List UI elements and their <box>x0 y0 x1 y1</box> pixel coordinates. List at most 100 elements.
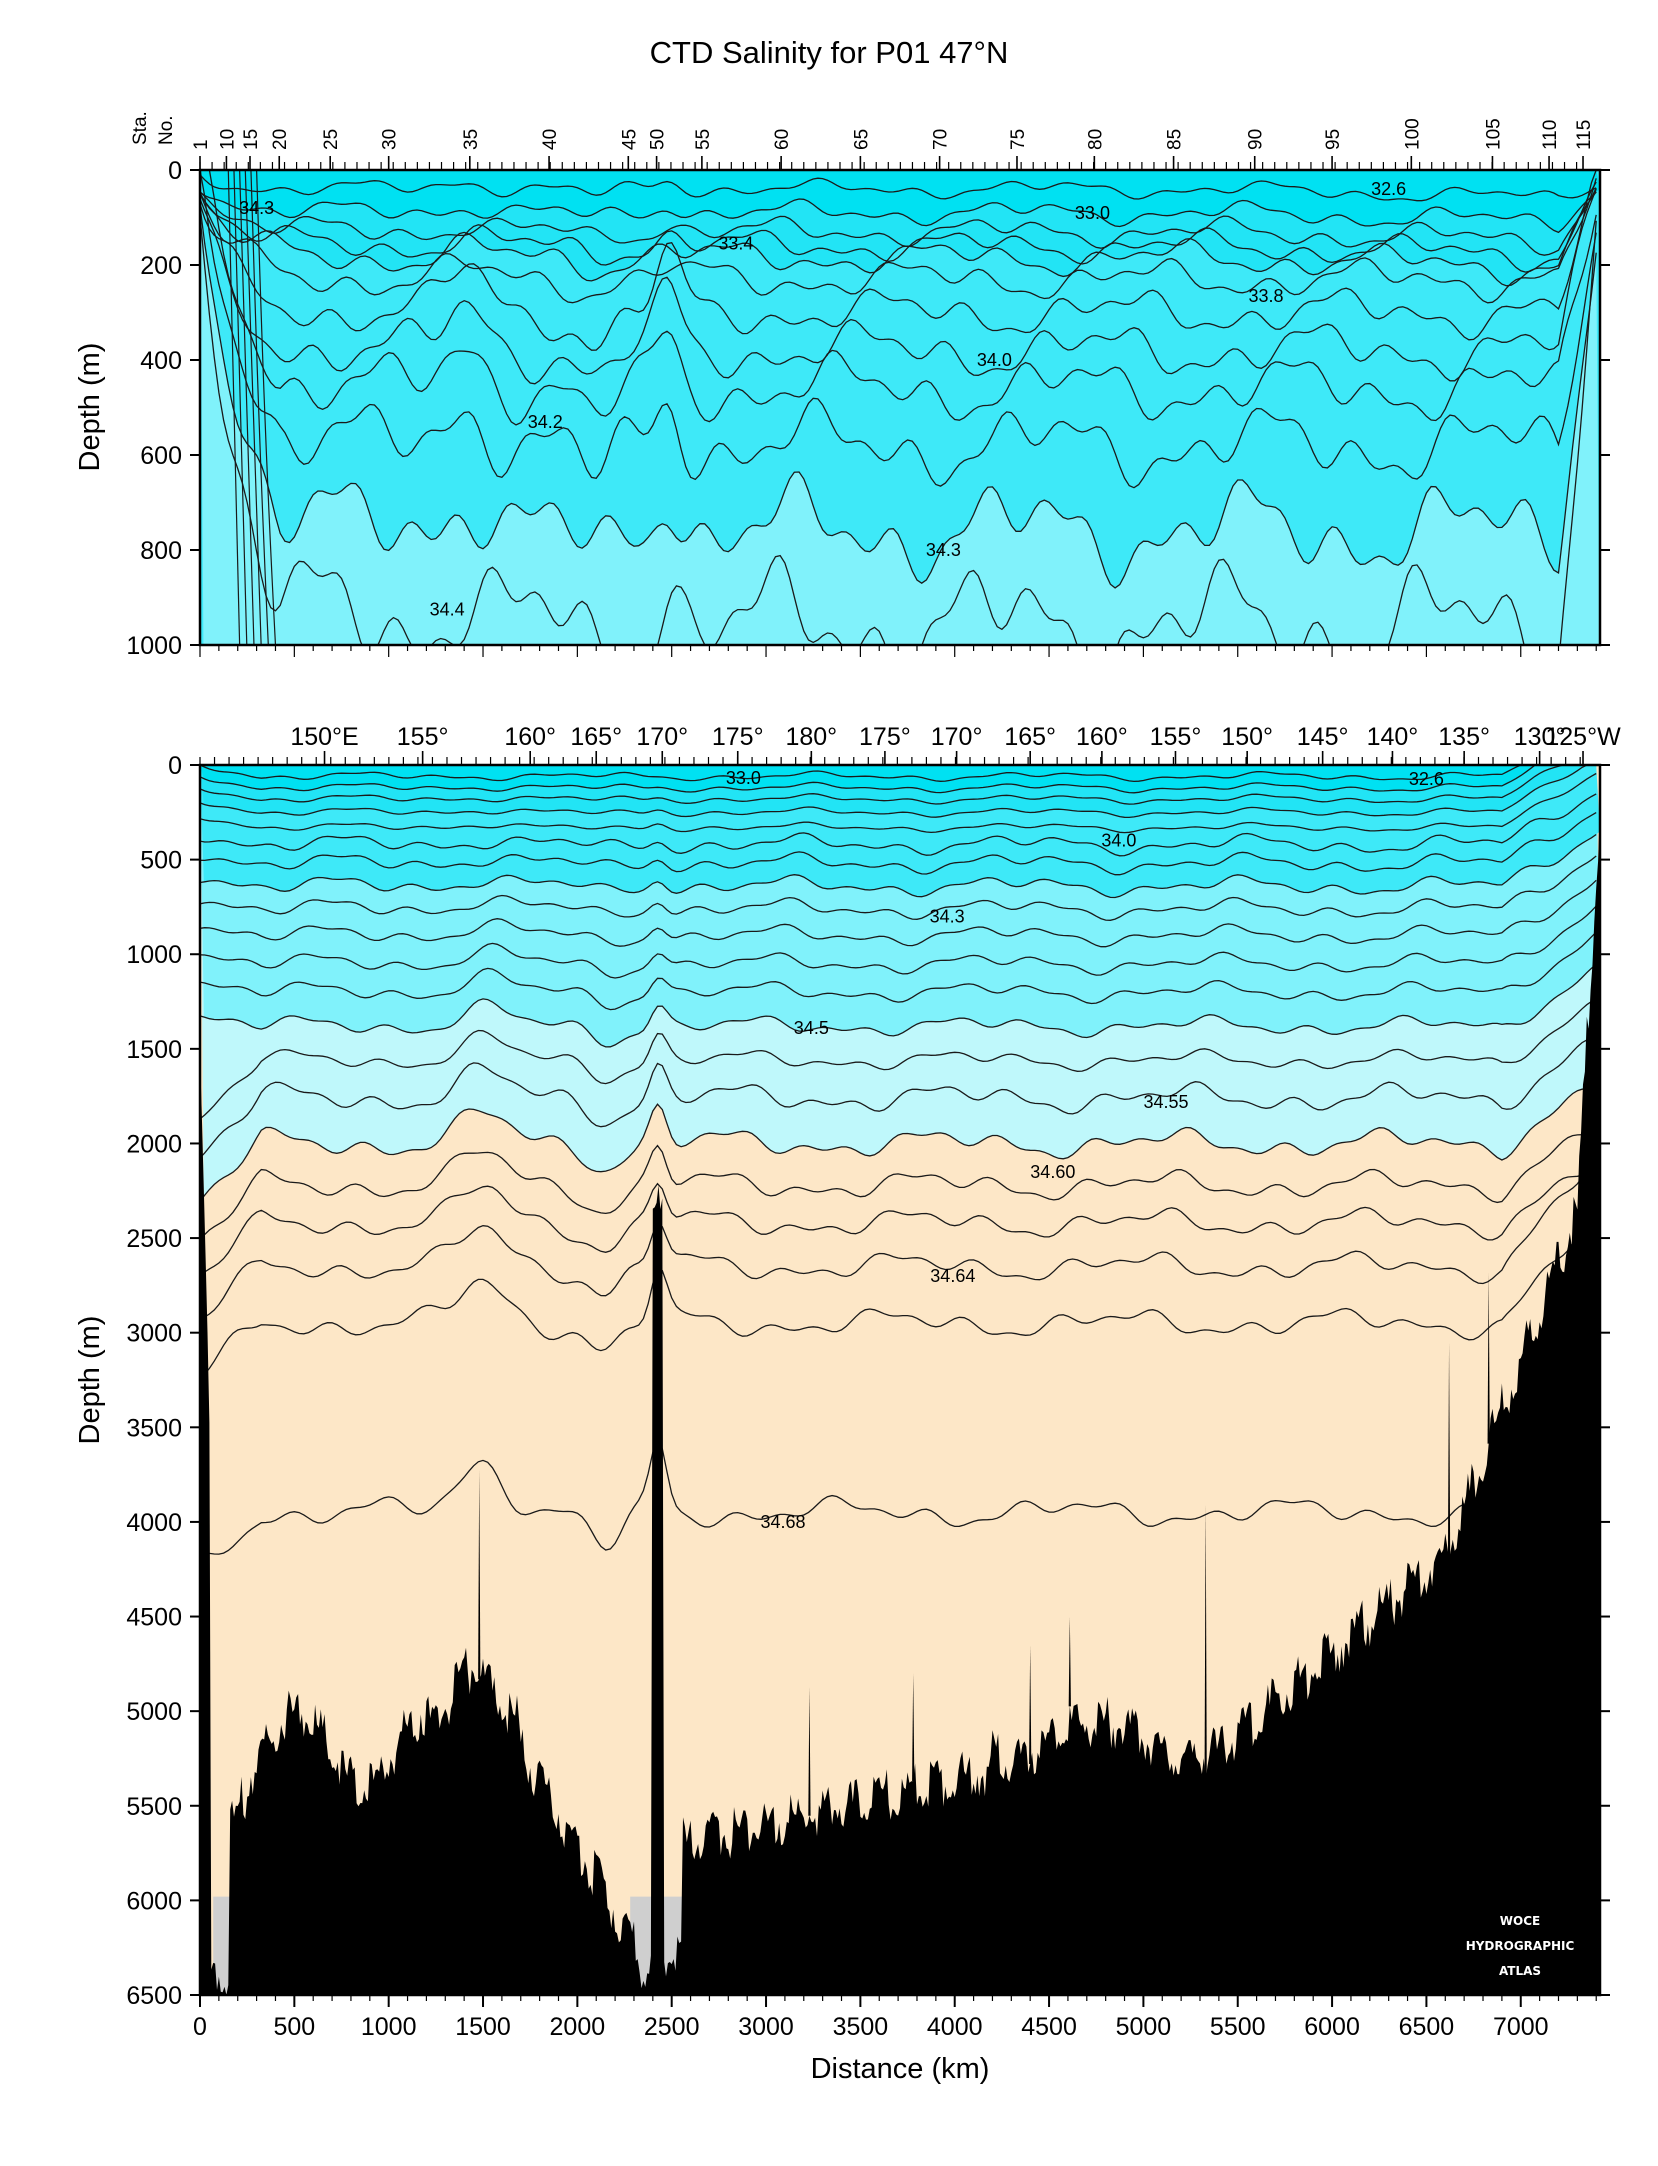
lower-x-ticks: 0 500 1000 1500 2000 2500 3000 3500 4000 4500 5000… <box>193 1995 1597 2041</box>
longitude-ticks: 150°E 155° 160° 165° 170° 175° 180° 175° 170° 165… <box>199 723 1621 765</box>
seamount-spike-0 <box>478 1468 481 1680</box>
lower-ytick-label-2: 1000 <box>126 941 182 969</box>
upper-contour-0 <box>200 174 1597 202</box>
upper-contour-lines <box>200 170 1597 645</box>
seamount-spike-2 <box>1068 1616 1071 1707</box>
upper-contour-3 <box>200 181 1597 273</box>
station-label-2: 15 <box>241 129 262 150</box>
lower-y-ticks: 0 500 1000 1500 2000 2500 3000 3500 4000 4500 5000… <box>126 752 1610 2010</box>
station-label-4: 25 <box>321 129 342 150</box>
longitude-label-15: 135° <box>1438 723 1490 751</box>
upper-front-line-2 <box>239 170 255 645</box>
lower-xtick-label-4: 2000 <box>550 2013 606 2041</box>
lower-contour-7 <box>200 833 1597 899</box>
contour-label-5: 34.0 <box>977 350 1012 370</box>
seamount-spike-7 <box>912 1673 915 1782</box>
lower-ytick-label-12: 6000 <box>126 1887 182 1915</box>
upper-contour-6 <box>200 170 1597 351</box>
contour-label-1: 32.6 <box>1409 769 1444 789</box>
contour-label-1: 32.6 <box>1371 179 1406 199</box>
station-number-ticks: 1 10 15 20 25 30 35 40 45 50 55 60 65 70 75 80 85 90 95 100… <box>191 118 1595 170</box>
lower-xtick-label-9: 4500 <box>1021 2013 1077 2041</box>
lower-contour-15 <box>200 1087 1597 1202</box>
lower-contour-9 <box>200 879 1597 948</box>
upper-contour-8 <box>200 170 1597 426</box>
lower-contour-2 <box>200 765 1597 805</box>
lower-contour-3 <box>200 765 1597 819</box>
lower-xtick-label-3: 1500 <box>455 2013 511 2041</box>
longitude-label-0: 150°E <box>290 723 358 751</box>
longitude-label-7: 175° <box>859 723 911 751</box>
seamount-spike-1 <box>1029 1644 1032 1764</box>
upper-contour-2 <box>200 187 1597 256</box>
contour-label-3: 34.3 <box>930 906 965 926</box>
station-label-6: 35 <box>461 129 482 150</box>
upper-band-lt-33 <box>200 170 1600 233</box>
contour-label-4: 33.8 <box>1249 286 1284 306</box>
station-label-sta: Sta. <box>130 111 151 145</box>
upper-front-line-3 <box>244 170 262 645</box>
longitude-label-3: 165° <box>570 723 622 751</box>
upper-contour-4 <box>200 191 1597 287</box>
station-label-7: 40 <box>540 129 561 150</box>
station-label-12: 65 <box>851 129 872 150</box>
station-label-18: 95 <box>1323 129 1344 150</box>
chart-title: CTD Salinity for P01 47°N <box>650 35 1009 70</box>
station-label-11: 60 <box>772 129 793 150</box>
lower-xtick-label-12: 6000 <box>1304 2013 1360 2041</box>
upper-y-axis-label: Depth (m) <box>74 343 106 472</box>
station-label-8: 45 <box>619 129 640 150</box>
lower-ytick-label-1: 500 <box>140 847 182 875</box>
upper-ytick-label-2: 400 <box>140 347 182 375</box>
station-label-1: 10 <box>217 129 238 150</box>
woce-logo: WOCE HYDROGRAPHIC ATLAS <box>1466 1914 1575 1978</box>
lower-xtick-label-2: 1000 <box>361 2013 417 2041</box>
logo-line-3: ATLAS <box>1499 1964 1541 1978</box>
lower-contour-12 <box>200 964 1597 1048</box>
lower-contour-1 <box>200 765 1597 794</box>
lower-contour-5 <box>200 793 1597 857</box>
longitude-label-10: 160° <box>1076 723 1128 751</box>
station-label-9: 50 <box>648 129 669 150</box>
x-axis-label: Distance (km) <box>811 2053 990 2085</box>
upper-ytick-label-5: 1000 <box>126 632 182 660</box>
upper-ytick-label-1: 200 <box>140 252 182 280</box>
lower-panel: 0500100015002000250030003500400045005000… <box>74 723 1621 2085</box>
upper-contour-7 <box>200 188 1597 385</box>
station-label-22: 115 <box>1574 120 1595 150</box>
lower-ytick-label-6: 3000 <box>126 1320 182 1348</box>
lower-contour-13 <box>200 998 1597 1120</box>
logo-line-2: HYDROGRAPHIC <box>1466 1939 1575 1953</box>
contour-label-6: 34.60 <box>1030 1162 1075 1182</box>
contour-label-2: 34.0 <box>1101 831 1136 851</box>
station-label-13: 70 <box>931 129 952 150</box>
upper-front-line-5 <box>256 170 277 645</box>
contour-label-7: 34.3 <box>926 540 961 560</box>
contour-label-4: 34.5 <box>794 1018 829 1038</box>
station-label-15: 80 <box>1085 129 1106 150</box>
station-label-3: 20 <box>270 129 291 150</box>
data-gap-left <box>213 1896 233 1995</box>
lower-contour-17 <box>200 1162 1597 1277</box>
station-label-19: 100 <box>1402 118 1423 150</box>
lower-contour-lines <box>200 765 1597 1556</box>
longitude-label-16: 130° <box>1514 723 1566 751</box>
lower-contour-19 <box>200 1205 1597 1379</box>
lower-xtick-label-1: 500 <box>273 2013 315 2041</box>
longitude-label-17: 125°W <box>1545 723 1621 751</box>
longitude-label-6: 180° <box>785 723 837 751</box>
lower-ytick-label-7: 3500 <box>126 1414 182 1442</box>
lower-ytick-label-9: 4500 <box>126 1604 182 1632</box>
seamount-spike-3 <box>1204 1503 1207 1780</box>
upper-contour-1 <box>200 191 1597 234</box>
contour-label-5: 34.55 <box>1144 1092 1189 1112</box>
longitude-label-4: 170° <box>636 723 688 751</box>
upper-contour-5 <box>200 178 1597 304</box>
station-label-no: No. <box>156 115 177 145</box>
lower-contour-14 <box>200 1037 1597 1159</box>
lower-ytick-label-8: 4000 <box>126 1509 182 1537</box>
longitude-label-9: 165° <box>1004 723 1056 751</box>
longitude-label-5: 175° <box>712 723 764 751</box>
lower-ytick-label-5: 2500 <box>126 1225 182 1253</box>
